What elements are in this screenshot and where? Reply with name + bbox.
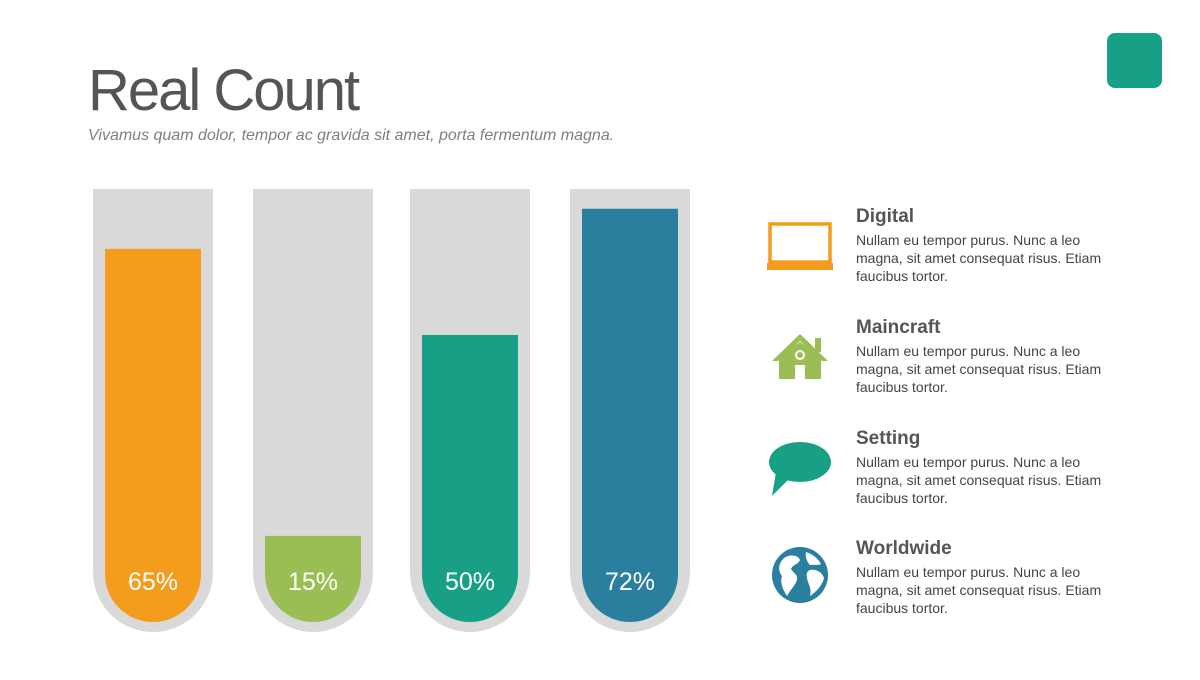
- legend-item-digital: Digital Nullam eu tempor purus. Nunc a l…: [760, 206, 1120, 296]
- bar-fill: [422, 335, 518, 622]
- legend-title: Worldwide: [856, 538, 952, 559]
- house-icon: [772, 334, 828, 379]
- corner-accent-badge: [1107, 33, 1162, 88]
- legend-description: Nullam eu tempor purus. Nunc a leo magna…: [856, 564, 1102, 616]
- page-subtitle: Vivamus quam dolor, tempor ac gravida si…: [88, 127, 615, 144]
- bar-track: [253, 189, 373, 632]
- legend-item-worldwide: Worldwide Nullam eu tempor purus. Nunc a…: [760, 538, 1120, 628]
- speech-bubble-icon: [769, 442, 831, 496]
- laptop-icon: [767, 222, 833, 270]
- bar-value-label: 15%: [288, 568, 338, 596]
- bar-value-label: 50%: [445, 568, 495, 596]
- tube-bar-chart: 65% 15% 50% 72%: [93, 189, 690, 632]
- bar-value-label: 72%: [605, 568, 655, 596]
- legend-item-setting: Setting Nullam eu tempor purus. Nunc a l…: [760, 428, 1120, 518]
- legend-description: Nullam eu tempor purus. Nunc a leo magna…: [856, 343, 1102, 395]
- legend-description: Nullam eu tempor purus. Nunc a leo magna…: [856, 232, 1102, 284]
- bar-fill: [265, 535, 361, 622]
- legend-item-maincraft: Maincraft Nullam eu tempor purus. Nunc a…: [760, 317, 1120, 407]
- bar-value-label: 65%: [128, 568, 178, 596]
- legend-description: Nullam eu tempor purus. Nunc a leo magna…: [856, 454, 1102, 506]
- bar-fill: [582, 208, 678, 622]
- page-title: Real Count: [88, 58, 360, 123]
- legend-title: Setting: [856, 428, 921, 449]
- legend-title: Digital: [856, 206, 915, 227]
- legend-title: Maincraft: [856, 317, 941, 338]
- bar-fill: [105, 248, 201, 622]
- globe-icon: [772, 547, 828, 603]
